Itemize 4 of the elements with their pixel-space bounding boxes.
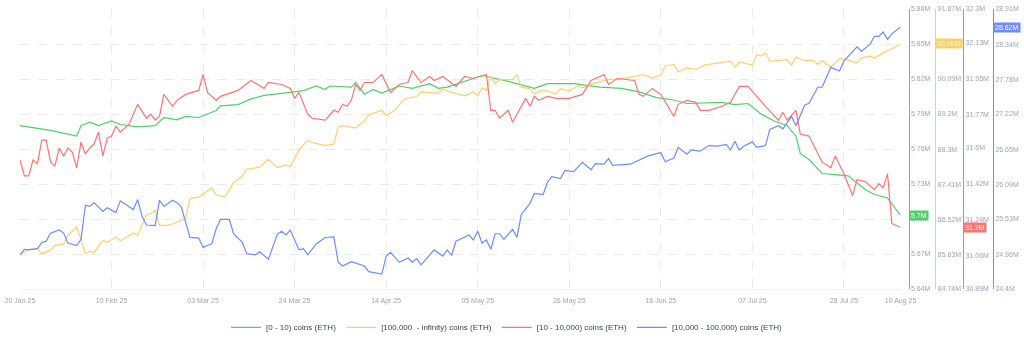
legend-label: [100,000 - infinity) coins (ETH)	[381, 323, 492, 333]
legend-label: [10 - 10,000) coins (ETH)	[536, 323, 627, 333]
legend-label: [0 - 10) coins (ETH)	[266, 323, 337, 333]
legend-label: [10,000 - 100,000) coins (ETH)	[671, 323, 783, 333]
